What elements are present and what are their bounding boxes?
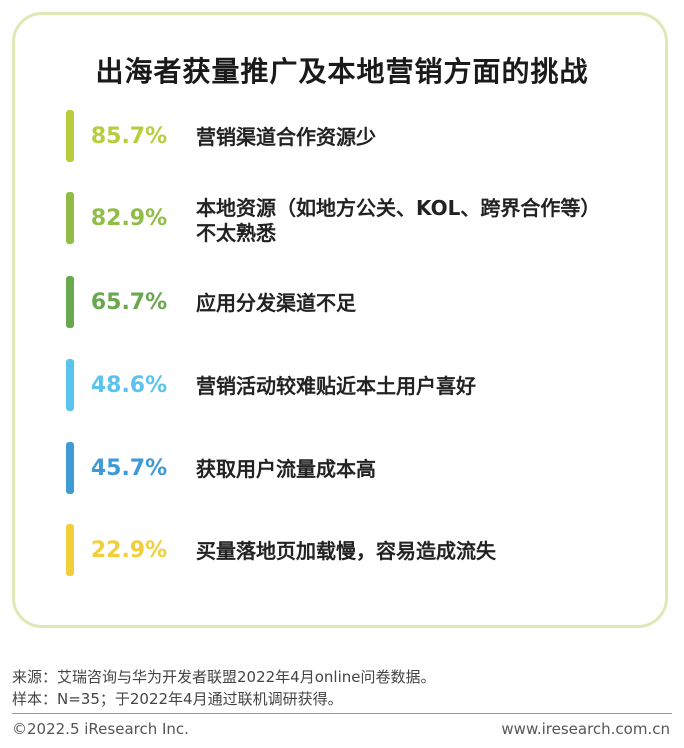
value-label: 65.7% (90, 290, 168, 315)
bar-marker (66, 359, 74, 411)
bar-marker (66, 276, 74, 328)
category-label-line: 买量落地页加载慢，容易造成流失 (196, 539, 496, 563)
chart-title: 出海者获量推广及本地营销方面的挑战 (95, 55, 589, 88)
category-label: 营销活动较难贴近本土用户喜好 (196, 374, 656, 399)
sample-note: 样本：N=35；于2022年4月通过联机调研获得。 (12, 690, 343, 708)
category-label: 本地资源（如地方公关、KOL、跨界合作等） 不太熟悉 (196, 196, 656, 246)
source-note: 来源：艾瑞咨询与华为开发者联盟2022年4月online问卷数据。 (12, 668, 436, 686)
bar-marker (66, 524, 74, 576)
category-label-line: 本地资源（如地方公关、KOL、跨界合作等） (196, 196, 601, 220)
bar-marker (66, 110, 74, 162)
bar-marker (66, 442, 74, 494)
value-label: 48.6% (90, 373, 168, 398)
website-link[interactable]: www.iresearch.com.cn (501, 720, 670, 738)
value-label: 82.9% (90, 206, 168, 231)
category-label-line: 营销活动较难贴近本土用户喜好 (196, 374, 476, 398)
category-label: 买量落地页加载慢，容易造成流失 (196, 539, 656, 564)
value-label: 22.9% (90, 538, 168, 563)
category-label: 营销渠道合作资源少 (196, 125, 656, 150)
category-label: 获取用户流量成本高 (196, 457, 656, 482)
value-label: 85.7% (90, 124, 168, 149)
value-label: 45.7% (90, 456, 168, 481)
category-label-line: 不太熟悉 (196, 221, 276, 245)
footer-divider (12, 713, 672, 714)
copyright: ©2022.5 iResearch Inc. (12, 720, 189, 738)
chart-card (12, 12, 668, 628)
category-label-line: 应用分发渠道不足 (196, 291, 356, 315)
category-label-line: 营销渠道合作资源少 (196, 125, 376, 149)
category-label: 应用分发渠道不足 (196, 291, 656, 316)
bar-marker (66, 192, 74, 244)
category-label-line: 获取用户流量成本高 (196, 457, 376, 481)
